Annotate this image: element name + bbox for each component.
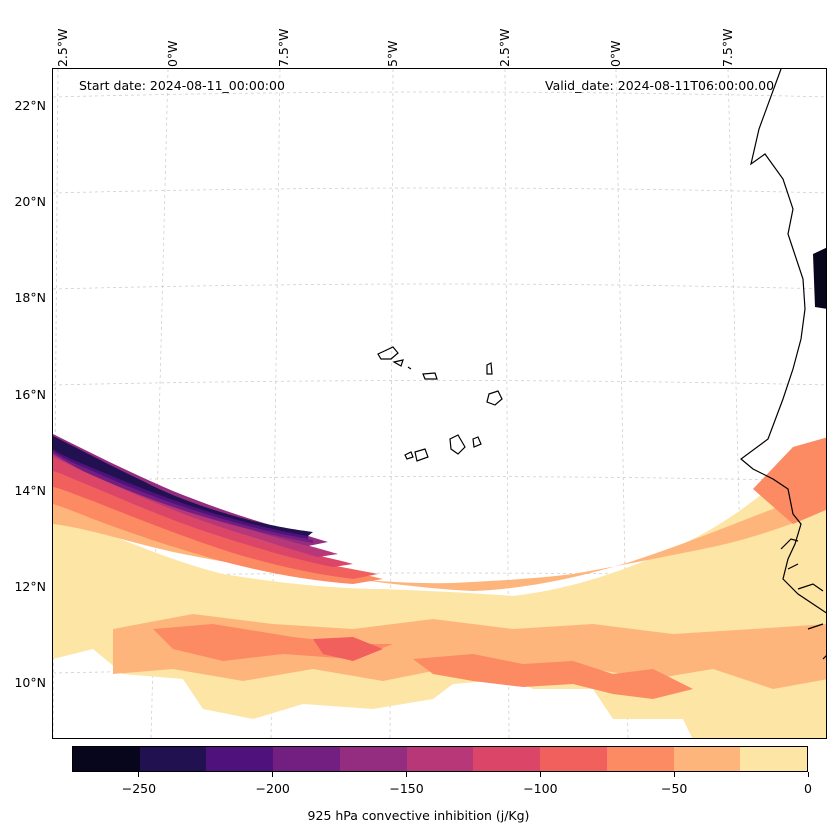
colorbar-segment [73,747,140,771]
start-date-label: Start date: 2024-08-11_00:00:00 [79,78,285,93]
lat-label-22n: 22°N [14,98,46,113]
lat-label-16n: 16°N [14,387,46,402]
colorbar-tick [539,772,541,777]
colorbar-tick-label: −50 [660,781,688,796]
colorbar-segment [273,747,340,771]
lat-label-10n: 10°N [14,675,46,690]
cin-east-dark [813,247,826,309]
cin-band-50-south-b [413,654,693,699]
colorbar-tick [673,772,675,777]
map-panel[interactable] [52,68,827,739]
coast-detail-east [780,538,826,660]
colorbar-segment [540,747,607,771]
colorbar-segment [339,747,407,771]
colorbar-segment [473,747,541,771]
colorbar-tick [138,772,140,777]
coastlines [377,69,826,660]
colorbar-segment [673,747,741,771]
lat-label-12n: 12°N [14,579,46,594]
colorbar-segment [740,747,808,771]
colorbar-tick [272,772,274,777]
island-sal [486,362,493,375]
colorbar-title: 925 hPa convective inhibition (j/Kg) [307,808,530,823]
cin-field [53,247,826,738]
lat-label-20n: 20°N [14,194,46,209]
african-coast [740,69,826,614]
colorbar-tick [406,772,408,777]
colorbar-segment [139,747,207,771]
islands-barlavento [377,346,438,380]
cin-band-75-south [313,637,383,661]
colorbar-tick-label: 0 [804,781,812,796]
islands-sotavento [404,434,482,462]
island-boavista [486,390,503,406]
colorbar-segment [406,747,474,771]
cin-east-orange [753,437,826,524]
colorbar-tick-label: −200 [255,781,290,796]
colorbar-tick-label: −100 [523,781,558,796]
valid-date-label: Valid_date: 2024-08-11T06:00:00.00 [545,78,775,93]
lat-label-18n: 18°N [14,290,46,305]
colorbar-segment [606,747,674,771]
colorbar-segment [206,747,274,771]
colorbar-tick [807,772,809,777]
map-svg [53,69,826,738]
colorbar-tick-label: −250 [121,781,157,796]
lat-label-14n: 14°N [14,483,46,498]
colorbar [72,746,808,772]
cin-band-0 [53,445,826,738]
colorbar-tick-label: −150 [389,781,424,796]
